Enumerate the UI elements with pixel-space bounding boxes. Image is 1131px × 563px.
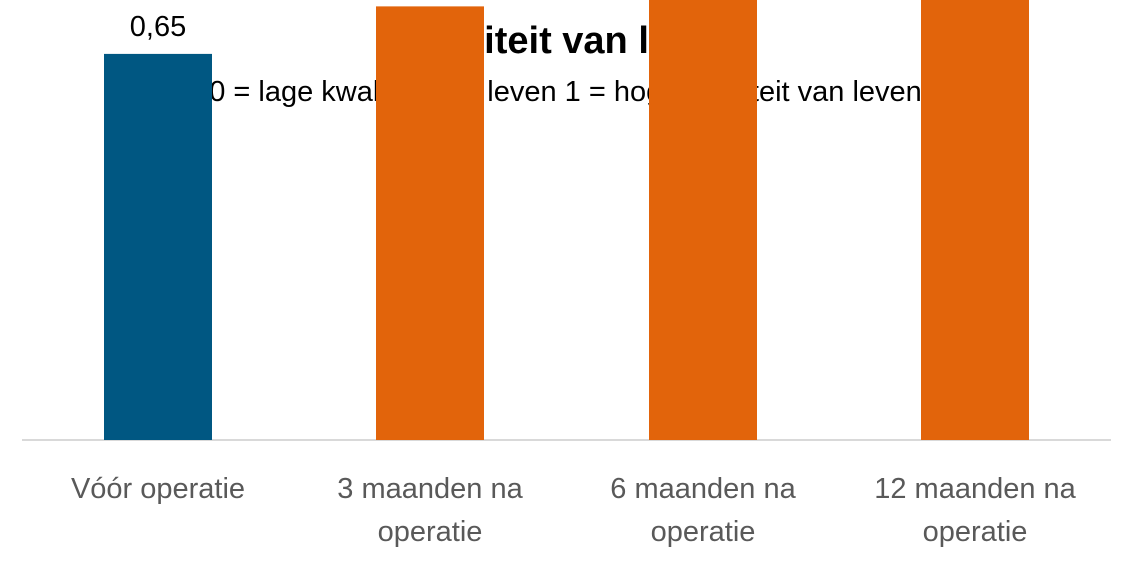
chart-subtitle: 0 = lage kwaliteit van leven 1 = hoge kw… xyxy=(209,76,922,108)
bar-4 xyxy=(921,0,1029,440)
bar-1 xyxy=(104,53,212,441)
category-label-3-line-1: 6 maanden na xyxy=(610,473,796,505)
category-label-3-line-2: operatie xyxy=(651,516,756,548)
category-label-4-line-1: 12 maanden na xyxy=(874,473,1076,505)
category-label-1-line-1: Vóór operatie xyxy=(71,473,245,505)
category-label-2-line-2: operatie xyxy=(378,516,483,548)
category-label-2-line-1: 3 maanden na xyxy=(337,473,523,505)
data-label-1: 0,65 xyxy=(130,11,186,43)
bar-3 xyxy=(649,0,757,441)
category-label-4-line-2: operatie xyxy=(923,516,1028,548)
bar-2 xyxy=(376,6,484,440)
